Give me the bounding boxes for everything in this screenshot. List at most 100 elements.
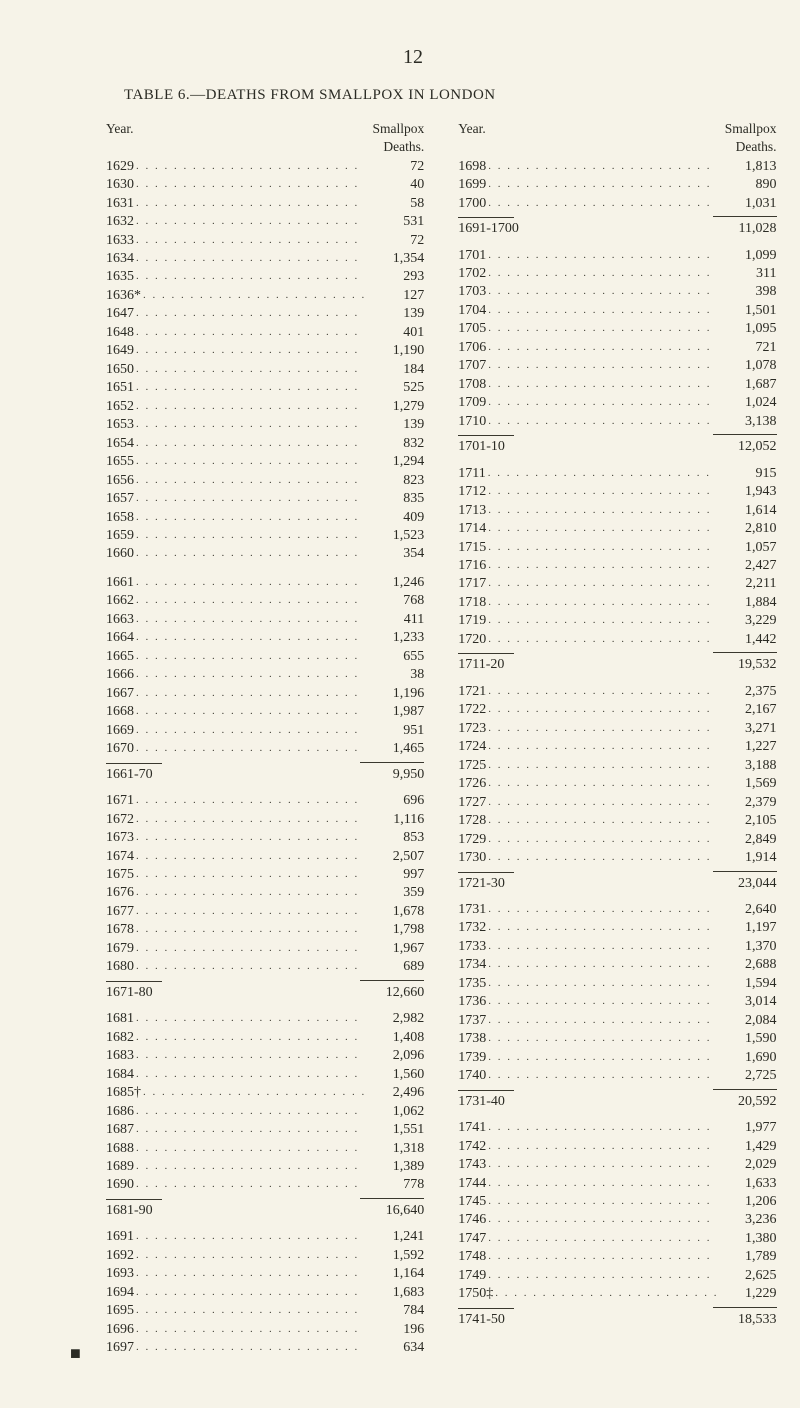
year-cell: 1681 [106,1010,134,1028]
table-row: 1749. . . . . . . . . . . . . . . . . . … [458,1267,776,1285]
table-row: 1734. . . . . . . . . . . . . . . . . . … [458,956,776,974]
table-row: 1694. . . . . . . . . . . . . . . . . . … [106,1284,424,1302]
year-cell: 1712 [458,483,486,501]
table-row: 1669. . . . . . . . . . . . . . . . . . … [106,722,424,740]
value-cell: 1,633 [721,1175,777,1193]
leader-dots: . . . . . . . . . . . . . . . . . . . . … [134,325,368,343]
table-row: 1701. . . . . . . . . . . . . . . . . . … [458,247,776,265]
leader-dots: . . . . . . . . . . . . . . . . . . . . … [134,1048,368,1066]
right-block-4: 1721. . . . . . . . . . . . . . . . . . … [458,683,776,868]
table-row: 1725. . . . . . . . . . . . . . . . . . … [458,757,776,775]
value-cell: 1,560 [368,1066,424,1084]
value-cell: 655 [368,648,424,666]
value-cell: 1,078 [721,357,777,375]
table-row: 1730. . . . . . . . . . . . . . . . . . … [458,849,776,867]
value-cell: 411 [368,611,424,629]
leader-dots: . . . . . . . . . . . . . . . . . . . . … [486,466,721,484]
deaths-label: Smallpox Deaths. [725,120,777,156]
year-cell: 1690 [106,1176,134,1194]
table-row: 1746. . . . . . . . . . . . . . . . . . … [458,1211,776,1229]
right-block-2: 1701. . . . . . . . . . . . . . . . . . … [458,247,776,432]
value-cell: 531 [368,213,424,231]
leader-dots: . . . . . . . . . . . . . . . . . . . . … [486,284,720,302]
year-cell: 1731 [458,901,486,919]
leader-dots: . . . . . . . . . . . . . . . . . . . . … [486,776,720,794]
value-cell: 3,271 [721,720,777,738]
leader-dots: . . . . . . . . . . . . . . . . . . . . … [486,595,720,613]
value-cell: 890 [721,176,777,194]
left-block-5: 1691. . . . . . . . . . . . . . . . . . … [106,1228,424,1357]
value-cell: 2,725 [721,1067,777,1085]
leader-dots: . . . . . . . . . . . . . . . . . . . . … [134,417,368,435]
leader-dots: . . . . . . . . . . . . . . . . . . . . … [486,1120,720,1138]
year-cell: 1685† [106,1084,141,1102]
subtotal-year: 1741-50 [458,1311,505,1329]
subtotal-1681-90: 1681-90 16,640 [106,1202,424,1220]
year-cell: 1673 [106,829,134,847]
leader-dots: . . . . . . . . . . . . . . . . . . . . … [134,269,368,287]
table-row: 1632. . . . . . . . . . . . . . . . . . … [106,213,424,231]
value-cell: 40 [368,176,424,194]
value-cell: 1,206 [721,1193,777,1211]
value-cell: 1,813 [721,158,777,176]
value-cell: 1,370 [721,938,777,956]
table-row: 1659. . . . . . . . . . . . . . . . . . … [106,527,424,545]
year-cell: 1722 [458,701,486,719]
leader-dots: . . . . . . . . . . . . . . . . . . . . … [134,941,368,959]
year-cell: 1650 [106,361,134,379]
year-cell: 1697 [106,1339,134,1357]
leader-dots: . . . . . . . . . . . . . . . . . . . . … [486,248,720,266]
leader-dots: . . . . . . . . . . . . . . . . . . . . … [486,994,720,1012]
value-cell: 1,164 [368,1265,424,1283]
year-cell: 1696 [106,1321,134,1339]
table-row: 1660. . . . . . . . . . . . . . . . . . … [106,545,424,563]
table-row: 1719. . . . . . . . . . . . . . . . . . … [458,612,776,630]
table-row: 1712. . . . . . . . . . . . . . . . . . … [458,483,776,501]
value-cell: 3,188 [721,757,777,775]
year-cell: 1672 [106,811,134,829]
subtotal-1671-80: 1671-80 12,660 [106,984,424,1002]
value-cell: 997 [368,866,424,884]
value-cell: 634 [368,1339,424,1357]
table-row: 1729. . . . . . . . . . . . . . . . . . … [458,831,776,849]
value-cell: 1,099 [721,247,777,265]
table-row: 1686. . . . . . . . . . . . . . . . . . … [106,1103,424,1121]
table-row: 1700. . . . . . . . . . . . . . . . . . … [458,195,776,213]
subtotal-1701-10: 1701-10 12,052 [458,438,776,456]
year-cell: 1671 [106,792,134,810]
table-row: 1744. . . . . . . . . . . . . . . . . . … [458,1175,776,1193]
year-label: Year. [106,120,134,156]
table-row: 1748. . . . . . . . . . . . . . . . . . … [458,1248,776,1266]
value-cell: 139 [368,305,424,323]
subtotal-1661-70: 1661-70 9,950 [106,766,424,784]
leader-dots: . . . . . . . . . . . . . . . . . . . . … [134,528,368,546]
leader-dots: . . . . . . . . . . . . . . . . . . . . … [486,540,720,558]
year-cell: 1739 [458,1049,486,1067]
value-cell: 1,967 [368,940,424,958]
table-row: 1629. . . . . . . . . . . . . . . . . . … [106,158,424,176]
leader-dots: . . . . . . . . . . . . . . . . . . . . … [486,1157,720,1175]
leader-dots: . . . . . . . . . . . . . . . . . . . . … [486,1139,720,1157]
leader-dots: . . . . . . . . . . . . . . . . . . . . … [486,303,720,321]
subtotal-year: 1661-70 [106,766,153,784]
year-cell: 1684 [106,1066,134,1084]
year-cell: 1716 [458,557,486,575]
leader-dots: . . . . . . . . . . . . . . . . . . . . … [486,377,720,395]
year-cell: 1668 [106,703,134,721]
value-cell: 1,246 [368,574,424,592]
value-cell: 184 [368,361,424,379]
year-cell: 1663 [106,611,134,629]
table-row: 1738. . . . . . . . . . . . . . . . . . … [458,1030,776,1048]
value-cell: 1,614 [721,502,777,520]
table-row: 1663. . . . . . . . . . . . . . . . . . … [106,611,424,629]
year-cell: 1700 [458,195,486,213]
table-row: 1718. . . . . . . . . . . . . . . . . . … [458,594,776,612]
value-cell: 2,379 [721,794,777,812]
leader-dots: . . . . . . . . . . . . . . . . . . . . … [134,473,368,491]
table-row: 1630. . . . . . . . . . . . . . . . . . … [106,176,424,194]
value-cell: 1,241 [368,1228,424,1246]
leader-dots: . . . . . . . . . . . . . . . . . . . . … [486,1176,720,1194]
leader-dots: . . . . . . . . . . . . . . . . . . . . … [486,177,720,195]
table-row: 1708. . . . . . . . . . . . . . . . . . … [458,376,776,394]
smallpox-label: Smallpox [725,121,777,136]
